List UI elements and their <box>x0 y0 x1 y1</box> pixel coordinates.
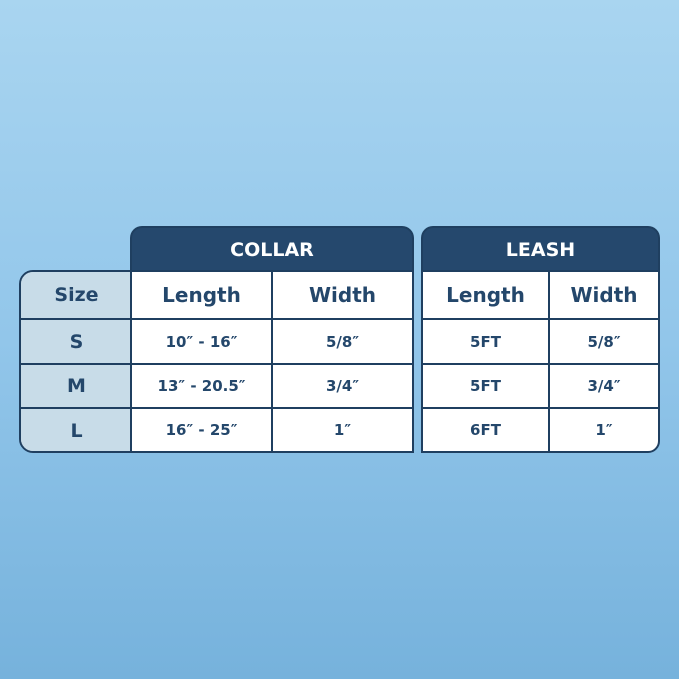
size-m: M <box>21 365 130 409</box>
leash-m-length: 5FT <box>423 365 550 409</box>
size-s: S <box>21 320 130 365</box>
collar-width-header: Width <box>273 272 412 320</box>
leash-width-header: Width <box>550 272 658 320</box>
collar-s-length: 10″ - 16″ <box>132 320 273 365</box>
collar-m-length: 13″ - 20.5″ <box>132 365 273 409</box>
collar-header: COLLAR <box>130 226 414 272</box>
leash-s-width: 5/8″ <box>550 320 658 365</box>
leash-m-width: 3/4″ <box>550 365 658 409</box>
collar-s-width: 5/8″ <box>273 320 412 365</box>
size-l: L <box>21 409 130 451</box>
collar-table: Length Width 10″ - 16″ 5/8″ 13″ - 20.5″ … <box>130 270 414 453</box>
leash-length-header: Length <box>423 272 550 320</box>
leash-l-length: 6FT <box>423 409 550 451</box>
leash-l-width: 1″ <box>595 421 613 439</box>
collar-m-width: 3/4″ <box>273 365 412 409</box>
leash-s-length: 5FT <box>423 320 550 365</box>
leash-header: LEASH <box>421 226 660 272</box>
leash-table: Length Width 5FT 5/8″ 5FT 3/4″ 6FT 1″ <box>421 270 660 453</box>
collar-length-header: Length <box>132 272 273 320</box>
size-column: Size S M L <box>19 270 132 453</box>
size-header: Size <box>21 272 130 320</box>
collar-l-width: 1″ <box>333 421 352 439</box>
collar-l-length: 16″ - 25″ <box>132 409 273 451</box>
